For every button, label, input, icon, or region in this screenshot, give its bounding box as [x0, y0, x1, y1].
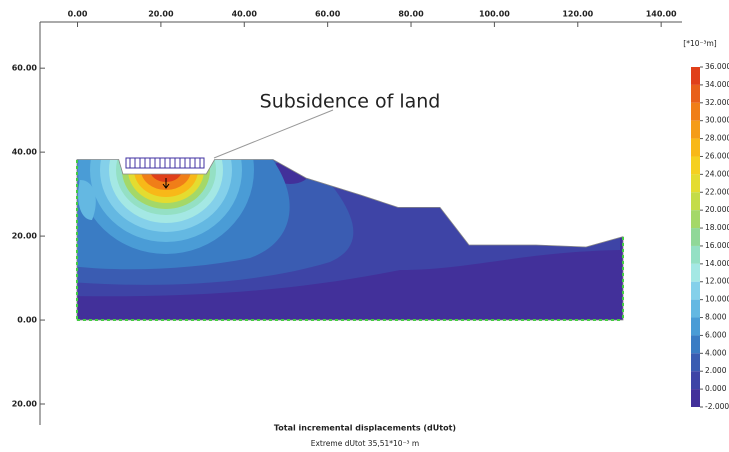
y-tick-label: 20.00: [12, 232, 38, 241]
colorbar-segment: [691, 281, 700, 300]
colorbar-segment: [691, 210, 700, 229]
chart-title: Total incremental displacements (dUtot): [274, 424, 456, 433]
colorbar-segment: [691, 389, 700, 407]
colorbar-label: 8.000: [705, 313, 727, 322]
colorbar-segment: [691, 299, 700, 318]
x-tick-label: 80.00: [398, 10, 424, 19]
colorbar-label: 10.000: [705, 295, 729, 304]
colorbar-segment: [691, 263, 700, 282]
colorbar-label: 28.000: [705, 134, 729, 143]
contour-band: [78, 180, 96, 220]
colorbar-label: 24.000: [705, 169, 729, 178]
colorbar-label: 2.000: [705, 366, 727, 375]
colorbar-segment: [691, 353, 700, 372]
colorbar-label: 30.000: [705, 116, 729, 125]
x-tick-label: 140.00: [646, 10, 677, 19]
colorbar-segment: [691, 174, 700, 193]
colorbar-label: 20.000: [705, 205, 729, 214]
model-boundary: [76, 159, 624, 321]
load-arrows: [129, 158, 201, 168]
colorbar-label: 36.000: [705, 62, 729, 71]
x-tick-label: 100.00: [479, 10, 510, 19]
colorbar-label: 4.000: [705, 348, 727, 357]
y-tick-label: 60.00: [12, 64, 38, 73]
colorbar-label: 0.000: [705, 384, 727, 393]
colorbar-label: 16.000: [705, 241, 729, 250]
x-tick-label: 20.00: [148, 10, 174, 19]
y-tick-label: 0.00: [17, 316, 37, 325]
y-tick-label: 40.00: [12, 148, 38, 157]
colorbar-label: 32.000: [705, 98, 729, 107]
colorbar-segment: [691, 317, 700, 336]
max-point-arrow: [162, 178, 170, 189]
colorbar-unit: [*10⁻³m]: [683, 39, 716, 48]
x-tick-label: 60.00: [315, 10, 341, 19]
y-tick-label: 20.00: [12, 400, 38, 409]
x-tick-label: 0.00: [68, 10, 88, 19]
chart-subtitle: Extreme dUtot 35,51*10⁻³ m: [311, 439, 419, 448]
colorbar-segment: [691, 245, 700, 264]
contour-field: [77, 159, 623, 320]
annotation-line: [213, 109, 334, 159]
colorbar-segment: [691, 156, 700, 175]
colorbar-segment: [691, 120, 700, 139]
colorbar-segment: [691, 192, 700, 211]
colorbar-label: 14.000: [705, 259, 729, 268]
colorbar-segment: [691, 228, 700, 246]
colorbar-label: 22.000: [705, 187, 729, 196]
colorbar-segment: [691, 335, 700, 354]
annotation: Subsidence of land: [260, 91, 441, 113]
colorbar-label: 6.000: [705, 330, 727, 339]
colorbar-label: -2.000: [705, 402, 729, 411]
colorbar-label: 12.000: [705, 277, 729, 286]
colorbar-label: 34.000: [705, 80, 729, 89]
x-tick-label: 120.00: [562, 10, 593, 19]
colorbar-segment: [691, 138, 700, 157]
colorbar-label: 26.000: [705, 151, 729, 160]
colorbar-segment: [691, 102, 700, 121]
colorbar-segment: [691, 67, 700, 85]
colorbar-segment: [691, 84, 700, 103]
colorbar-label: 18.000: [705, 223, 729, 232]
x-tick-label: 40.00: [232, 10, 258, 19]
colorbar-segment: [691, 371, 700, 390]
